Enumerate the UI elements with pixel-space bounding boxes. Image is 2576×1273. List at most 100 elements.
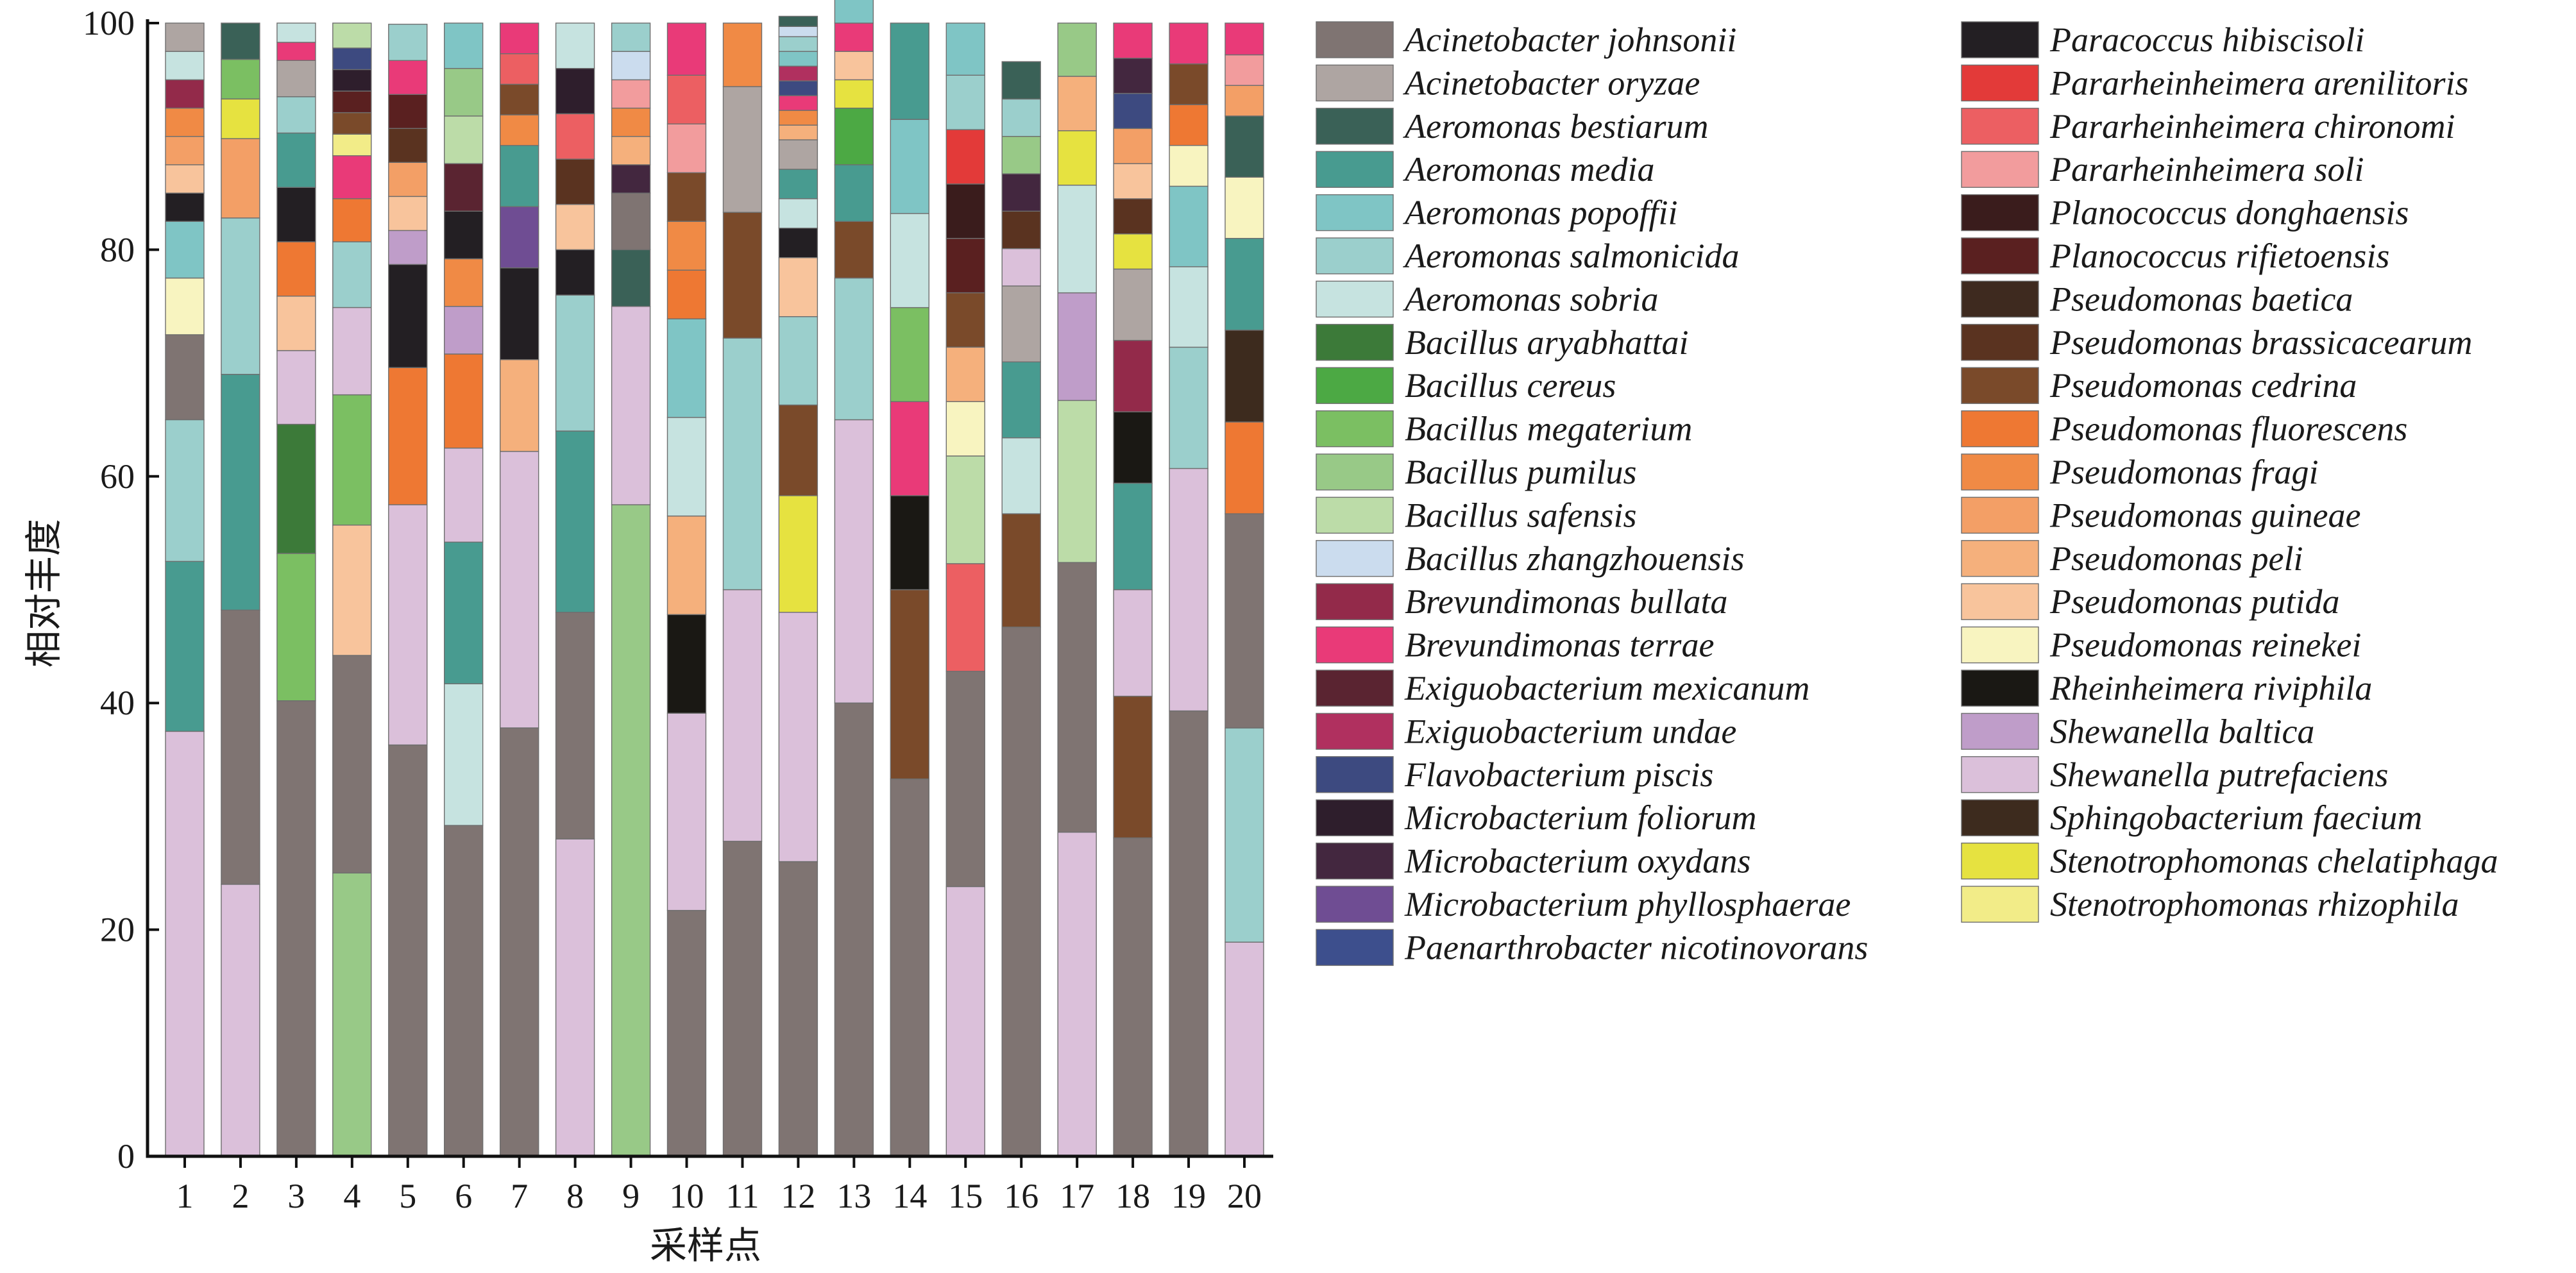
bar-segment-12-6 — [778, 257, 818, 317]
bar-segment-7-5 — [500, 206, 539, 269]
bar-segment-2-2 — [221, 609, 260, 885]
bar-segment-9-9 — [611, 51, 651, 81]
bar-segment-1-4 — [165, 334, 205, 421]
bar-segment-19-9 — [1169, 22, 1208, 65]
bar-segment-5-7 — [388, 162, 428, 198]
legend-label-25: Pararheinheimera chironomi — [2049, 107, 2455, 146]
legend-label-24: Pararheinheimera arenilitoris — [2049, 63, 2468, 102]
bar-segment-5-4 — [388, 264, 428, 368]
bar-segment-5-8 — [388, 128, 428, 164]
bar-segment-8-7 — [555, 158, 595, 205]
y-tick-label-40: 40 — [100, 684, 135, 722]
bar-segment-1-10 — [165, 107, 205, 137]
legend-swatch-24 — [1961, 64, 2039, 102]
bar-segment-12-14 — [778, 80, 818, 96]
bar-segment-11-6 — [722, 22, 763, 87]
bar-segment-14-3 — [890, 495, 930, 591]
x-tick-label-12: 12 — [781, 1177, 815, 1215]
x-tick-label-10: 10 — [670, 1177, 704, 1215]
bar-segment-16-5 — [1001, 285, 1041, 362]
bar-segment-8-3 — [555, 430, 595, 613]
bar-segment-11-3 — [722, 337, 763, 591]
bar-segment-9-3 — [611, 249, 651, 307]
bar-segment-5-5 — [388, 230, 428, 266]
bar-segment-1-9 — [165, 135, 205, 165]
legend-label-6: Aeromonas salmonicida — [1403, 237, 1739, 275]
bar-segment-14-1 — [890, 778, 930, 1157]
bar-segment-19-6 — [1169, 145, 1208, 187]
bar-segment-6-7 — [444, 258, 484, 307]
bar-segment-16-6 — [1001, 248, 1041, 287]
x-tick-label-19: 19 — [1171, 1177, 1206, 1215]
bar-segment-4-5 — [332, 307, 372, 396]
bar-segment-12-9 — [778, 169, 818, 199]
bar-segment-19-1 — [1169, 710, 1208, 1157]
bar-segment-12-18 — [778, 26, 818, 37]
bar-segment-6-10 — [444, 115, 484, 164]
x-tick-label-3: 3 — [287, 1177, 305, 1215]
legend-label-12: Bacillus safensis — [1405, 496, 1637, 534]
bar-segment-18-9 — [1113, 198, 1153, 235]
bar-segment-5-2 — [388, 504, 428, 746]
bar-segment-13-8 — [834, 51, 874, 81]
bar-segment-8-5 — [555, 249, 595, 296]
bar-segment-2-3 — [221, 374, 260, 611]
bar-segment-3-3 — [276, 423, 316, 554]
bar-segment-11-2 — [722, 589, 763, 842]
bar-segment-6-9 — [444, 163, 484, 212]
bar-segment-17-2 — [1057, 562, 1097, 833]
x-tick-label-17: 17 — [1060, 1177, 1094, 1215]
legend-swatch-18 — [1316, 756, 1394, 793]
x-tick-label-18: 18 — [1115, 1177, 1150, 1215]
bar-segment-1-1 — [165, 730, 205, 1157]
bar-segment-12-4 — [778, 404, 818, 496]
bar-segment-13-3 — [834, 277, 874, 421]
bar-segment-14-2 — [890, 589, 930, 780]
legend-label-36: Pseudomonas putida — [2049, 582, 2340, 621]
legend-swatch-25 — [1961, 108, 2039, 145]
bar-segment-9-5 — [611, 164, 651, 194]
bar-segment-18-5 — [1113, 411, 1153, 484]
bar-segment-5-6 — [388, 196, 428, 232]
bar-segment-13-4 — [834, 221, 874, 279]
bar-segment-10-8 — [666, 221, 707, 271]
bar-segment-19-8 — [1169, 63, 1208, 105]
bar-segment-3-1 — [276, 700, 316, 1157]
legend-swatch-7 — [1316, 280, 1394, 318]
bar-segment-6-11 — [444, 67, 484, 117]
bar-segment-7-2 — [500, 451, 539, 729]
x-tick-label-9: 9 — [622, 1177, 640, 1215]
bar-segment-10-3 — [666, 614, 707, 714]
bar-segment-8-1 — [555, 838, 595, 1157]
bar-segment-4-10 — [332, 112, 372, 135]
legend-swatch-23 — [1961, 21, 2039, 58]
bar-segment-14-7 — [890, 119, 930, 214]
legend-label-31: Pseudomonas cedrina — [2049, 366, 2357, 405]
bar-segment-9-6 — [611, 135, 651, 165]
bar-segment-6-3 — [444, 541, 484, 684]
bar-segment-18-2 — [1113, 695, 1153, 839]
legend-label-39: Shewanella baltica — [2050, 712, 2314, 750]
y-tick-label-20: 20 — [100, 911, 135, 949]
bar-segment-12-19 — [778, 15, 818, 27]
x-tick-label-8: 8 — [566, 1177, 584, 1215]
bar-segment-4-11 — [332, 90, 372, 114]
legend-swatch-17 — [1316, 712, 1394, 750]
bar-segment-1-13 — [165, 22, 205, 52]
legend-label-27: Planococcus donghaensis — [2049, 194, 2409, 232]
bar-segment-13-7 — [834, 79, 874, 109]
x-tick-label-14: 14 — [892, 1177, 927, 1215]
legend-swatch-3 — [1316, 108, 1394, 145]
bar-segment-3-11 — [276, 42, 316, 61]
legend-label-41: Sphingobacterium faecium — [2050, 798, 2422, 837]
bar-segment-10-10 — [666, 123, 707, 174]
bar-segment-5-1 — [388, 744, 428, 1157]
bar-segment-13-9 — [834, 22, 874, 52]
bar-segment-18-8 — [1113, 233, 1153, 270]
bar-segment-7-3 — [500, 359, 539, 452]
bar-segment-20-9 — [1224, 85, 1264, 117]
bar-segment-6-12 — [444, 22, 484, 69]
legend-label-17: Exiguobacterium undae — [1404, 712, 1736, 750]
legend-label-33: Pseudomonas fragi — [2049, 453, 2319, 491]
bar-segment-18-14 — [1113, 22, 1153, 59]
